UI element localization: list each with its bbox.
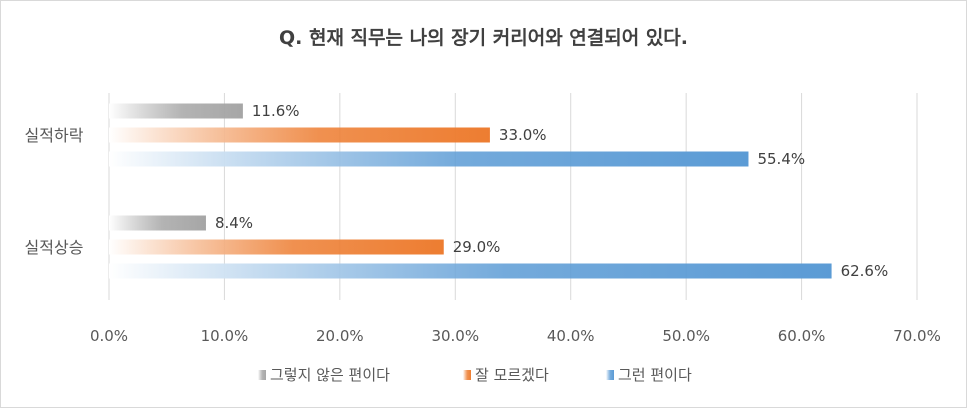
x-tick-label: 10.0% (201, 327, 249, 345)
bar (109, 127, 490, 143)
x-tick-label: 0.0% (90, 327, 128, 345)
y-category-label: 실적하락 (25, 126, 84, 145)
data-labels: 11.6% 33.0% 55.4% 8.4% 29.0% 62.6% (215, 102, 888, 280)
x-tick-label: 70.0% (893, 327, 941, 345)
legend-label: 그런 편이다 (618, 366, 692, 384)
bar (109, 103, 243, 119)
x-axis: 0.0% 10.0% 20.0% 30.0% 40.0% 50.0% 60.0% 70.0% (90, 327, 941, 345)
x-tick-label: 20.0% (316, 327, 364, 345)
x-tick-label: 50.0% (662, 327, 710, 345)
x-tick-label: 40.0% (547, 327, 595, 345)
y-category-label: 실적상승 (25, 238, 84, 257)
x-tick-label: 60.0% (778, 327, 826, 345)
legend-swatch (463, 370, 471, 380)
bar (109, 151, 749, 167)
x-tick-label: 30.0% (431, 327, 479, 345)
bar (109, 215, 206, 231)
bar (109, 239, 444, 255)
bar (109, 263, 832, 279)
bars (109, 103, 832, 279)
data-label: 8.4% (215, 214, 253, 232)
data-label: 55.4% (757, 150, 805, 168)
legend-swatch (606, 370, 614, 380)
data-label: 29.0% (453, 238, 501, 256)
data-label: 11.6% (252, 102, 300, 120)
legend: 그렇지 않은 편이다 잘 모르겠다 그런 편이다 (258, 366, 692, 384)
data-label: 62.6% (841, 262, 889, 280)
legend-label: 그렇지 않은 편이다 (270, 366, 390, 384)
legend-swatch (258, 370, 266, 380)
legend-label: 잘 모르겠다 (475, 366, 549, 384)
data-label: 33.0% (499, 126, 547, 144)
chart-title: Q. 현재 직무는 나의 장기 커리어와 연결되어 있다. (278, 27, 688, 49)
